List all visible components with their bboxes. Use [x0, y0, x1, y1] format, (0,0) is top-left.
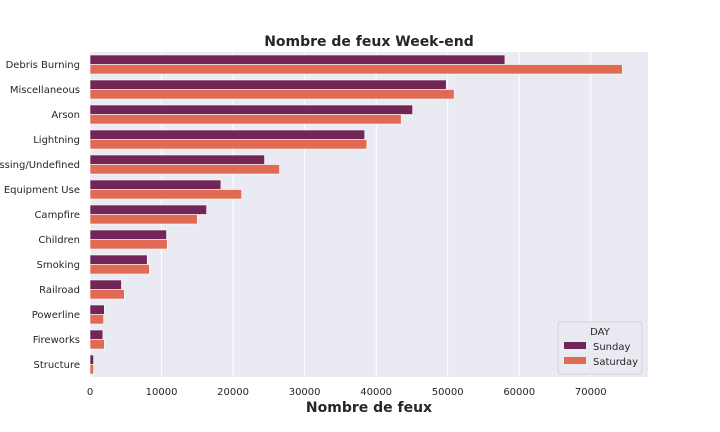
y-tick-label: Fireworks [33, 335, 80, 346]
bar-sunday [89, 254, 148, 265]
x-tick-labels: 0 10000 20000 30000 40000 50000 60000 70000 [87, 387, 607, 398]
chart-title: Nombre de feux Week-end [264, 34, 474, 50]
bar-saturday [89, 239, 168, 250]
x-tick-label: 10000 [146, 387, 178, 398]
bar-saturday [89, 264, 150, 275]
bar-saturday [89, 64, 623, 75]
y-tick-label: Missing/Undefined [0, 160, 80, 171]
bar-saturday [89, 139, 368, 150]
bar-saturday [89, 114, 402, 125]
x-tick-label: 60000 [503, 387, 535, 398]
bar-sunday [89, 329, 104, 340]
bar-sunday [89, 104, 413, 115]
x-tick-label: 70000 [575, 387, 607, 398]
x-axis-label: Nombre de feux [306, 400, 432, 416]
bar-sunday [89, 179, 222, 190]
y-tick-label: Structure [33, 360, 80, 371]
bar-sunday [89, 204, 207, 215]
y-tick-label: Debris Burning [6, 60, 80, 71]
y-tick-label: Smoking [37, 260, 80, 271]
y-tick-label: Campfire [34, 210, 80, 221]
y-tick-label: Miscellaneous [10, 85, 80, 96]
y-tick-label: Railroad [39, 285, 80, 296]
y-tick-label: Powerline [32, 310, 80, 321]
bar-sunday [89, 79, 447, 90]
y-tick-label: Arson [51, 110, 80, 121]
bar-saturday [89, 339, 105, 350]
legend: DAY Sunday Saturday [557, 321, 643, 375]
bar-sunday [89, 129, 366, 140]
x-tick-label: 50000 [432, 387, 464, 398]
x-tick-label: 0 [87, 387, 93, 398]
x-tick-label: 40000 [360, 387, 392, 398]
bar-sunday [89, 354, 94, 365]
bar-saturday [89, 314, 104, 325]
y-tick-label: Children [38, 235, 80, 246]
bar-sunday [89, 229, 167, 240]
bar-sunday [89, 54, 506, 65]
bar-saturday [89, 164, 280, 175]
bar-saturday [89, 89, 455, 100]
x-tick-label: 20000 [217, 387, 249, 398]
bar-saturday [89, 364, 94, 375]
bar-saturday [89, 289, 125, 300]
y-tick-label: Equipment Use [4, 185, 80, 196]
legend-swatch-sunday [564, 342, 586, 349]
bar-saturday [89, 214, 198, 225]
legend-label-saturday: Saturday [593, 357, 638, 368]
y-tick-label: Lightning [33, 135, 80, 146]
bar-sunday [89, 279, 122, 290]
bar-sunday [89, 304, 105, 315]
bar-saturday [89, 189, 242, 200]
legend-label-sunday: Sunday [593, 342, 630, 353]
legend-swatch-saturday [564, 357, 586, 364]
legend-title: DAY [590, 327, 611, 338]
x-tick-label: 30000 [289, 387, 321, 398]
y-tick-labels: Debris Burning Miscellaneous Arson Lightnin… [0, 60, 80, 371]
bars [89, 54, 623, 375]
bar-sunday [89, 154, 265, 165]
